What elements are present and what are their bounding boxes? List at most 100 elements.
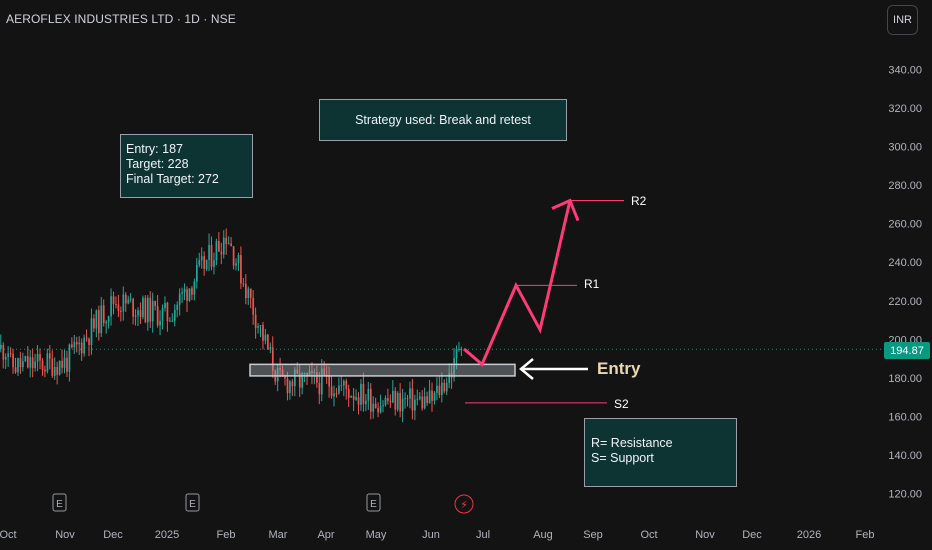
candle-body: [112, 296, 115, 304]
candle-body: [360, 383, 362, 405]
candle-body: [71, 344, 73, 348]
candle-body: [338, 385, 340, 394]
dividend-marker[interactable]: ⚡: [454, 494, 474, 514]
candle-body: [340, 385, 343, 387]
entry-zone-box: [249, 363, 516, 377]
candle-body: [181, 292, 183, 294]
time-tick-label: Jul: [476, 529, 490, 541]
candle-body: [115, 303, 117, 305]
candle-body: [428, 390, 431, 404]
time-tick-label: Apr: [317, 529, 334, 541]
candle-body: [132, 298, 134, 317]
candle-body: [93, 318, 95, 329]
earnings-marker[interactable]: E: [52, 493, 67, 512]
price-tick-label: 300.00: [888, 142, 922, 154]
candle-body: [227, 243, 230, 245]
candle-body: [164, 302, 166, 309]
candle-body: [333, 393, 335, 397]
candle-body: [34, 361, 36, 369]
candle-body: [75, 342, 78, 345]
candle-body: [98, 310, 100, 334]
candle-body: [458, 348, 460, 350]
candle-body: [396, 393, 399, 410]
candle-body: [409, 388, 411, 399]
entry-arrow: [519, 358, 588, 380]
candle-body: [438, 385, 441, 396]
resistance-legend: R= Resistance: [591, 436, 673, 450]
candle-body: [254, 314, 257, 328]
candle-body: [191, 288, 193, 295]
r2-label: R2: [631, 194, 647, 208]
target-text: Target: 228: [126, 157, 189, 171]
entry-text: Entry: 187: [126, 142, 183, 156]
strategy-text: Strategy used: Break and retest: [355, 113, 531, 127]
time-axis[interactable]: Oct Nov Dec 2025 Feb Mar Apr May Jun Jul Aug Sep Oct…: [0, 529, 874, 541]
candle-body: [411, 388, 414, 411]
candle-body: [161, 308, 164, 321]
time-tick-label: Feb: [856, 529, 875, 541]
candle-body: [252, 297, 255, 315]
candle-body: [213, 260, 215, 267]
price-tick-label: 240.00: [888, 257, 922, 269]
candle-body: [147, 297, 149, 323]
candle-body: [426, 396, 428, 404]
candle-body: [230, 243, 232, 247]
candle-body: [176, 304, 179, 311]
candle-body: [445, 382, 448, 392]
candlestick-series: [0, 228, 463, 423]
candle-body: [173, 310, 176, 321]
time-tick-label: Dec: [103, 529, 123, 541]
candle-body: [122, 294, 125, 312]
earnings-marker[interactable]: E: [185, 493, 200, 512]
candle-body: [39, 353, 41, 361]
price-tick-label: 320.00: [888, 103, 922, 115]
earnings-marker[interactable]: E: [366, 493, 381, 512]
candle-body: [306, 373, 308, 377]
time-tick-label: Oct: [0, 529, 17, 541]
candle-body: [61, 360, 63, 368]
candle-body: [203, 256, 206, 269]
candle-body: [151, 300, 154, 322]
candle-body: [347, 388, 350, 398]
price-tick-label: 120.00: [888, 489, 922, 501]
candle-body: [301, 373, 304, 388]
candle-body: [399, 393, 402, 412]
last-price-label: 194.87: [884, 342, 930, 359]
candle-body: [183, 289, 186, 293]
candle-body: [308, 370, 311, 377]
candle-body: [303, 373, 306, 375]
time-tick-label: Jun: [422, 529, 440, 541]
candle-body: [379, 406, 382, 413]
time-tick-label: Feb: [217, 529, 236, 541]
candle-body: [58, 360, 61, 375]
price-tick-label: 180.00: [888, 373, 922, 385]
candle-body: [88, 338, 90, 345]
candle-body: [423, 396, 426, 409]
candle-body: [156, 306, 159, 326]
candle-body: [418, 396, 421, 399]
candle-body: [193, 281, 196, 295]
candle-body: [316, 372, 318, 383]
candle-body: [142, 297, 144, 318]
time-tick-label: 2025: [155, 529, 179, 541]
candle-body: [149, 297, 152, 322]
symbol-title[interactable]: AEROFLEX INDUSTRIES LTD · 1D · NSE: [6, 12, 236, 26]
candle-body: [328, 375, 330, 387]
candle-body: [291, 381, 294, 387]
candle-body: [24, 356, 27, 362]
candle-body: [144, 297, 147, 323]
price-axis[interactable]: 120.00140.00160.00180.00200.00220.00240.…: [888, 64, 922, 500]
candle-body: [159, 320, 161, 326]
candle-body: [68, 344, 71, 372]
r1-label: R1: [584, 277, 600, 291]
price-tick-label: 140.00: [888, 450, 922, 462]
currency-button[interactable]: INR: [887, 5, 918, 35]
candle-body: [448, 373, 451, 383]
candle-body: [200, 256, 203, 261]
candle-body: [127, 299, 130, 304]
candle-body: [83, 337, 85, 354]
candle-body: [186, 289, 188, 301]
candle-body: [222, 237, 225, 255]
candle-body: [455, 348, 458, 359]
